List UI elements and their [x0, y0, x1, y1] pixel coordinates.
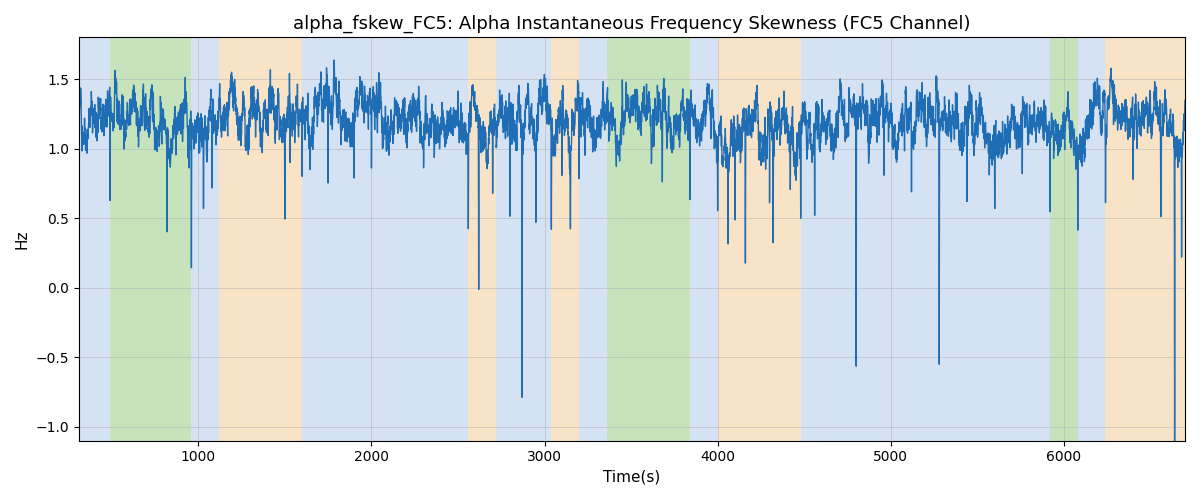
Bar: [496, 38, 552, 440]
Bar: [690, 38, 718, 440]
Bar: [552, 38, 580, 440]
Bar: [302, 38, 468, 440]
Bar: [1078, 38, 1105, 440]
Bar: [79, 38, 110, 440]
Bar: [1050, 38, 1078, 440]
X-axis label: Time(s): Time(s): [604, 470, 660, 485]
Bar: [220, 38, 302, 440]
Bar: [800, 38, 1050, 440]
Bar: [192, 38, 220, 440]
Bar: [110, 38, 192, 440]
Title: alpha_fskew_FC5: Alpha Instantaneous Frequency Skewness (FC5 Channel): alpha_fskew_FC5: Alpha Instantaneous Fre…: [293, 15, 971, 34]
Bar: [607, 38, 690, 440]
Bar: [468, 38, 496, 440]
Y-axis label: Hz: Hz: [14, 230, 30, 249]
Bar: [580, 38, 607, 440]
Bar: [718, 38, 800, 440]
Bar: [1105, 38, 1186, 440]
